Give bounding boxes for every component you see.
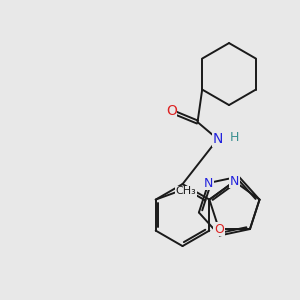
Text: O: O <box>214 223 224 236</box>
Text: N: N <box>204 176 213 190</box>
Text: H: H <box>230 131 239 144</box>
Text: CH₃: CH₃ <box>176 186 196 196</box>
Text: O: O <box>166 104 177 118</box>
Text: N: N <box>212 132 223 146</box>
Text: N: N <box>230 175 239 188</box>
